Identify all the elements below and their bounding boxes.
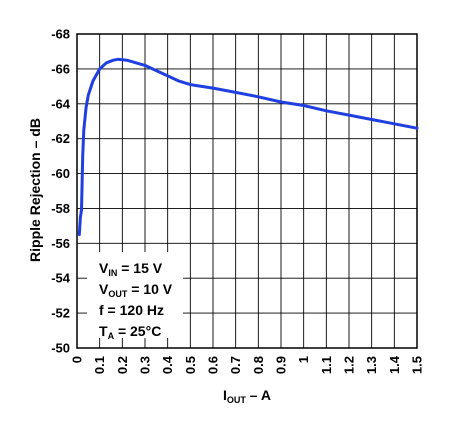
y-tick-label: -62 [51,131,70,146]
x-axis-title-sub: OUT [227,395,247,405]
y-tick-label: -56 [51,236,70,251]
x-tick-label: 0.3 [138,356,153,374]
x-tick-label: 1.1 [319,356,334,374]
x-tick-label: 1.3 [364,356,379,374]
x-tick-label: 0 [70,356,85,363]
x-axis-title: IOUT – A [223,387,271,405]
condition-line: f = 120 Hz [99,302,164,318]
x-tick-label: 0.9 [274,356,289,374]
x-tick-label: 0.1 [92,356,107,374]
y-tick-label: -52 [51,306,70,321]
x-tick-label: 1 [296,356,311,363]
test-conditions-box: VIN = 15 V VOUT = 10 V f = 120 Hz TA = 25°C [87,252,183,341]
y-tick-label: -58 [51,201,70,216]
y-tick-label: -50 [51,341,70,356]
condition-line: TA = 25°C [99,323,161,341]
x-tick-label: 1.4 [387,355,402,374]
condition-line: VOUT = 10 V [99,281,173,299]
x-tick-label: 1.2 [342,356,357,374]
y-tick-labels: -68 -66 -64 -62 -60 -58 -56 -54 -52 -50 [51,27,71,356]
y-tick-label: -60 [51,166,70,181]
y-axis-title: Ripple Rejection – dB [27,118,43,262]
y-tick-label: -66 [51,61,70,76]
x-axis-title-suffix: – A [246,387,271,403]
x-tick-label: 0.4 [160,355,175,374]
x-tick-label: 0.5 [183,356,198,374]
x-axis-title-main: I [223,387,227,403]
x-tick-label: 0.2 [115,356,130,374]
x-tick-labels: 0 0.1 0.2 0.3 0.4 0.5 0.6 0.7 0.8 0.9 1 1.1 1.2 1.3 1.… [70,355,425,374]
condition-line: VIN = 15 V [99,260,163,278]
y-tick-label: -68 [51,27,70,42]
y-tick-label: -54 [51,271,71,286]
grid-lines [77,34,417,348]
series-group [77,57,419,237]
plot-frame [76,33,418,349]
x-tick-label: 0.7 [228,356,243,374]
x-tick-label: 1.5 [410,356,425,374]
series-line [77,57,419,237]
y-tick-label: -64 [51,96,71,111]
x-tick-label: 0.6 [206,356,221,374]
conditions-background [87,252,183,338]
x-tick-label: 0.8 [251,356,266,374]
